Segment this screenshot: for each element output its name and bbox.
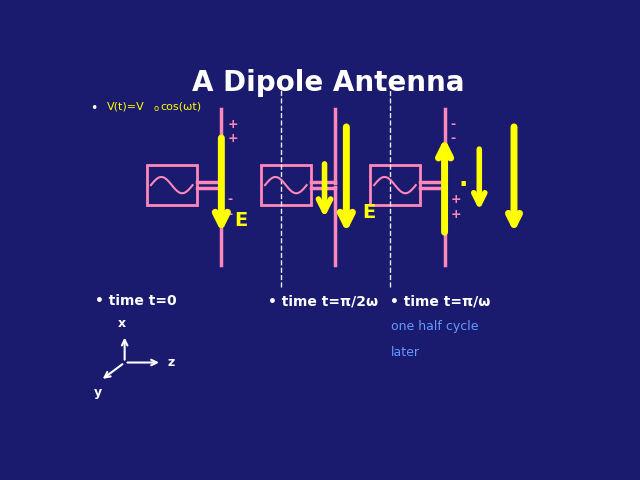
Text: cos(ωt): cos(ωt): [161, 102, 202, 112]
Text: -: -: [227, 193, 232, 206]
Text: +: +: [227, 118, 238, 131]
Text: A Dipole Antenna: A Dipole Antenna: [192, 69, 464, 96]
Text: ·: ·: [459, 173, 468, 197]
Text: +: +: [451, 193, 461, 206]
Text: -: -: [227, 208, 232, 221]
Text: -: -: [451, 132, 456, 145]
Text: • time t=π/ω: • time t=π/ω: [390, 294, 490, 308]
Text: later: later: [391, 346, 420, 359]
Text: +: +: [227, 132, 238, 145]
Text: z: z: [168, 356, 175, 369]
Text: E: E: [234, 211, 247, 230]
Text: +: +: [451, 208, 461, 221]
Text: -: -: [451, 118, 456, 131]
Bar: [261, 165, 310, 205]
Text: • time t=0: • time t=0: [95, 294, 177, 308]
Text: y: y: [94, 386, 102, 399]
Bar: [370, 165, 420, 205]
Text: x: x: [118, 317, 126, 330]
Text: V(t)=V: V(t)=V: [108, 102, 145, 112]
Text: E: E: [363, 204, 376, 222]
Text: •: •: [90, 102, 97, 115]
Text: o: o: [154, 104, 159, 113]
Text: • time t=π/2ω: • time t=π/2ω: [269, 294, 379, 308]
Bar: [147, 165, 196, 205]
Text: one half cycle: one half cycle: [391, 320, 479, 333]
